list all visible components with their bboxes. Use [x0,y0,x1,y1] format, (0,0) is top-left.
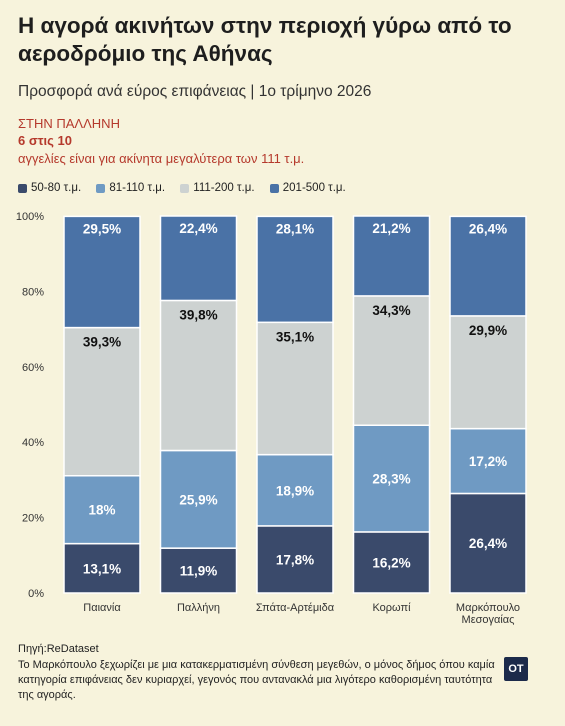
data-label: 29,9% [469,323,507,338]
legend-swatch [180,183,190,193]
data-label: 13,1% [83,561,121,576]
y-tick-label: 100% [16,211,44,223]
x-tick-label: Μαρκόπουλο Μεσογαίας [456,602,520,626]
data-label: 22,4% [179,221,217,236]
data-label: 16,2% [372,555,410,570]
data-label: 17,8% [276,552,314,567]
stacked-bar-chart: 0% 20% 40% 60% 80% 100% 13,1% 18% 39,3% 29,5% Παια… [16,211,527,626]
bar-segment [159,547,238,594]
bar-segment [352,295,431,426]
y-tick-label: 60% [22,362,44,374]
highlight-stat: 6 στις 10 [18,133,72,148]
x-tick-label: Κορωπί [372,602,411,614]
data-label: 18% [88,503,115,518]
data-label: 21,2% [372,221,410,236]
legend-label: 111-200 τ.μ. [193,182,255,194]
legend-swatch [269,183,279,193]
bar-segment [449,427,527,495]
legend-item-81-110: 81-110 τ.μ. [96,182,165,194]
bar-segment [352,215,431,297]
bar-segment [159,449,238,549]
legend-label: 201-500 τ.μ. [282,182,346,194]
data-label: 26,4% [469,221,507,236]
legend-swatch [96,183,106,193]
bar-segment [63,215,141,329]
data-label: 28,1% [276,221,314,236]
bar-segment [256,453,334,527]
bar-segment [63,326,141,477]
bar-segment [449,215,527,317]
bar-segment [449,315,527,430]
data-label: 18,9% [276,483,314,498]
x-tick-label: Παλλήνη [177,602,220,614]
y-tick-label: 0% [28,588,44,600]
chart-title: Η αγορά ακινήτων στην περιοχή γύρω από τ… [18,13,512,66]
chart-subtitle: Προσφορά ανά εύρος επιφάνειας | 1ο τρίμη… [18,83,372,100]
publisher-logo: OT [504,657,528,681]
legend-swatch [18,183,27,193]
highlight-heading: ΣΤΗΝ ΠΑΛΛΗΝΗ [18,116,120,131]
data-label: 39,8% [179,307,217,322]
x-tick-label: Παιανία [83,602,121,614]
highlight-description: αγγελίες είναι για ακίνητα μεγαλύτερα τω… [18,151,305,166]
x-tick-label: Σπάτα-Αρτέμιδα [256,602,335,614]
legend-item-50-80: 50-80 τ.μ. [18,182,81,194]
legend-label: 50-80 τ.μ. [31,182,82,194]
y-tick-label: 20% [22,513,44,525]
data-label: 11,9% [180,564,218,579]
data-label: 26,4% [469,536,507,551]
source-text: Πηγή:ReDataset [18,643,99,655]
data-label: 39,3% [83,335,121,350]
legend-label: 81-110 τ.μ. [109,182,166,194]
bar-segment [352,424,431,533]
data-label: 28,3% [372,472,410,487]
y-tick-label: 80% [22,286,44,298]
chart-legend: 50-80 τ.μ. 81-110 τ.μ. 111-200 τ.μ. 201-… [18,182,358,196]
data-label: 35,1% [276,329,314,344]
legend-item-111-200: 111-200 τ.μ. [180,182,255,194]
bar-segment [256,321,334,456]
footnote-text: Το Μαρκόπουλο ξεχωρίζει με μια κατακερμα… [18,659,495,701]
bar-segment [159,215,238,302]
bar-segment [256,215,334,324]
data-label: 17,2% [469,454,507,469]
data-label: 25,9% [179,492,217,507]
bar-segment [159,299,238,452]
bar-segment [352,531,431,594]
data-label: 29,5% [83,221,121,236]
bar-segment [449,492,527,594]
data-label: 34,3% [372,303,410,318]
y-tick-label: 40% [22,437,44,449]
legend-item-201-500: 201-500 τ.μ. [269,182,346,194]
